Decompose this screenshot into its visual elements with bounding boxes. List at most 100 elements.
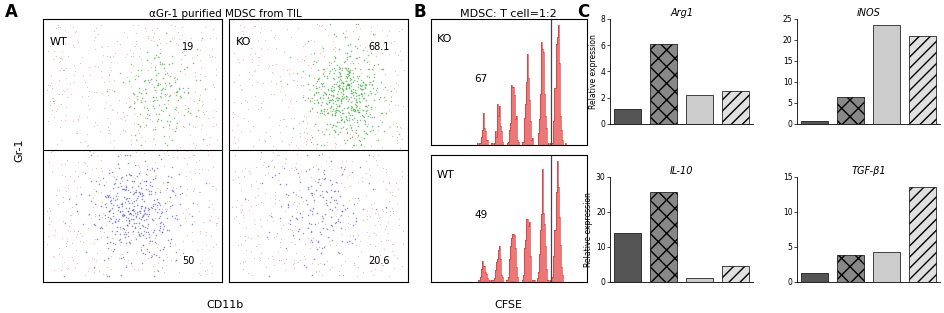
Point — [334, 108, 349, 113]
Point — [274, 163, 289, 168]
Point — [200, 205, 215, 210]
Point — [323, 183, 338, 188]
Point — [271, 257, 286, 262]
Point — [152, 94, 167, 99]
Point — [264, 214, 279, 219]
Point — [99, 271, 114, 276]
Point — [395, 136, 410, 141]
Point — [130, 128, 145, 133]
Point — [71, 159, 86, 164]
Point — [273, 89, 288, 94]
Point — [253, 150, 268, 155]
Point — [109, 216, 124, 221]
Point — [114, 208, 129, 213]
Point — [362, 111, 377, 116]
Point — [124, 264, 139, 269]
Point — [258, 190, 273, 195]
Point — [309, 244, 324, 249]
Point — [168, 249, 183, 254]
Point — [240, 106, 255, 111]
Point — [362, 105, 378, 110]
Point — [246, 23, 261, 28]
Point — [81, 88, 96, 93]
Point — [185, 61, 200, 66]
Point — [241, 118, 256, 123]
Point — [330, 82, 346, 87]
Point — [297, 264, 312, 269]
Point — [345, 99, 360, 104]
Point — [325, 123, 340, 128]
Point — [238, 247, 253, 252]
Point — [311, 128, 326, 133]
Point — [362, 167, 377, 172]
Point — [266, 262, 281, 267]
Point — [156, 269, 171, 275]
Point — [373, 268, 388, 273]
Point — [125, 228, 140, 233]
Point — [317, 211, 332, 216]
Point — [118, 262, 133, 267]
Point — [59, 239, 75, 244]
Point — [149, 185, 164, 190]
Point — [319, 121, 334, 126]
Point — [137, 125, 152, 130]
Point — [274, 139, 289, 144]
Point — [160, 206, 175, 211]
Point — [338, 85, 353, 90]
Point — [353, 142, 368, 147]
Point — [130, 74, 145, 79]
Point — [98, 100, 113, 105]
Point — [329, 207, 345, 212]
Point — [362, 80, 377, 85]
Point — [272, 215, 287, 220]
Point — [374, 50, 389, 55]
Point — [349, 107, 364, 112]
Text: 49: 49 — [474, 211, 487, 220]
Point — [132, 180, 147, 185]
Point — [341, 82, 356, 87]
Point — [367, 187, 382, 192]
Point — [146, 31, 161, 36]
Point — [355, 79, 370, 84]
Point — [360, 107, 375, 112]
Point — [296, 42, 312, 47]
Point — [110, 160, 126, 165]
Point — [115, 127, 130, 132]
Point — [299, 121, 314, 126]
Point — [334, 80, 349, 85]
Point — [320, 87, 335, 92]
Point — [267, 193, 282, 198]
Point — [144, 119, 160, 124]
Point — [94, 75, 110, 80]
Point — [157, 133, 172, 138]
Point — [124, 207, 139, 212]
Point — [309, 246, 324, 251]
Point — [200, 148, 215, 153]
Point — [278, 182, 294, 187]
Point — [288, 166, 303, 171]
Point — [119, 173, 134, 178]
Point — [145, 264, 160, 269]
Point — [316, 54, 331, 59]
Point — [133, 217, 148, 222]
Point — [116, 212, 131, 217]
Point — [341, 110, 356, 115]
Point — [273, 237, 288, 242]
Point — [81, 265, 96, 270]
Point — [182, 96, 197, 101]
Point — [98, 194, 113, 199]
Point — [132, 211, 147, 216]
Point — [295, 93, 311, 98]
Point — [258, 264, 273, 269]
Point — [189, 114, 204, 119]
Point — [296, 58, 312, 63]
Point — [360, 103, 375, 108]
Point — [331, 87, 346, 92]
Point — [194, 35, 210, 40]
Point — [333, 117, 348, 122]
Point — [276, 50, 291, 55]
Point — [208, 186, 223, 191]
Point — [153, 221, 168, 226]
Point — [125, 208, 140, 213]
Point — [41, 83, 56, 88]
